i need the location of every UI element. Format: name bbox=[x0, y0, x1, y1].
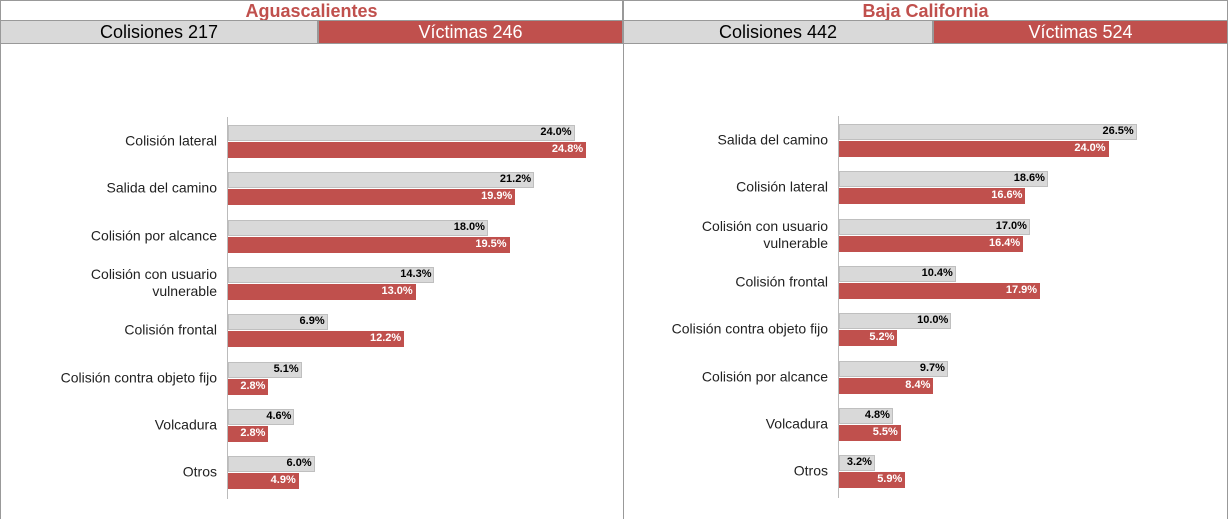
category-label: Colisión frontal bbox=[735, 273, 828, 290]
category-label: Colisión lateral bbox=[736, 178, 828, 195]
bar bbox=[839, 330, 898, 347]
axis-line bbox=[838, 116, 839, 499]
value-label: 2.8% bbox=[240, 379, 266, 392]
legend-cell: Víctimas 524 bbox=[933, 20, 1228, 44]
value-label: 5.1% bbox=[273, 362, 299, 375]
bar bbox=[839, 472, 906, 489]
category-label: Colisión frontal bbox=[124, 321, 217, 338]
bar bbox=[228, 125, 575, 141]
value-label: 12.2% bbox=[369, 332, 402, 345]
value-label: 5.9% bbox=[877, 473, 903, 486]
bar bbox=[228, 314, 328, 331]
category-label: Salida del camino bbox=[106, 179, 217, 196]
value-label: 5.5% bbox=[872, 425, 898, 438]
value-label: 13.0% bbox=[381, 284, 413, 297]
axis-line bbox=[227, 117, 228, 500]
value-label: 14.3% bbox=[400, 267, 432, 280]
bar bbox=[228, 361, 302, 378]
bar bbox=[839, 407, 893, 424]
bar bbox=[228, 425, 269, 442]
value-label: 10.4% bbox=[921, 266, 953, 279]
value-label: 4.6% bbox=[266, 409, 292, 422]
bar bbox=[228, 408, 295, 425]
bar bbox=[228, 456, 315, 473]
bar bbox=[228, 172, 535, 189]
legend-cell: Colisiones 442 bbox=[623, 20, 933, 44]
legend-cell: Colisiones 217 bbox=[0, 20, 318, 44]
bar bbox=[228, 219, 488, 236]
panel-title: Baja California bbox=[623, 0, 1228, 21]
bar bbox=[839, 141, 1109, 157]
category-label: Colisión contra objeto fijo bbox=[60, 369, 217, 385]
panel-border bbox=[0, 43, 623, 519]
bar bbox=[839, 282, 1041, 299]
value-label: 17.0% bbox=[995, 219, 1027, 232]
value-label: 17.9% bbox=[1005, 283, 1038, 296]
bar bbox=[228, 189, 516, 206]
category-label: Colisión lateral bbox=[125, 132, 217, 149]
value-label: 19.9% bbox=[481, 190, 513, 203]
value-label: 26.5% bbox=[1102, 125, 1134, 137]
category-label: Colisión por alcance bbox=[701, 368, 828, 384]
bar bbox=[839, 235, 1024, 252]
value-label: 2.8% bbox=[240, 426, 266, 439]
value-label: 24.8% bbox=[551, 143, 584, 155]
value-label: 6.0% bbox=[286, 457, 312, 470]
bar bbox=[839, 360, 948, 377]
bar bbox=[228, 236, 510, 253]
bar bbox=[839, 377, 934, 394]
category-label: Otros bbox=[793, 462, 828, 479]
bar bbox=[839, 218, 1030, 235]
bar bbox=[228, 473, 299, 490]
value-label: 24.0% bbox=[1074, 142, 1106, 154]
value-label: 19.5% bbox=[475, 237, 507, 250]
category-label: Volcadura bbox=[154, 416, 217, 433]
bar bbox=[839, 171, 1048, 188]
value-label: 18.0% bbox=[453, 220, 485, 233]
value-label: 16.4% bbox=[989, 236, 1021, 249]
value-label: 8.4% bbox=[905, 378, 931, 391]
bar bbox=[839, 188, 1026, 205]
bar bbox=[839, 313, 952, 330]
value-label: 18.6% bbox=[1013, 172, 1045, 185]
value-label: 10.0% bbox=[917, 314, 949, 327]
value-label: 4.8% bbox=[864, 408, 890, 421]
bar bbox=[839, 124, 1137, 140]
value-label: 6.9% bbox=[299, 315, 325, 328]
bar bbox=[839, 424, 901, 441]
category-label: Volcadura bbox=[765, 415, 828, 432]
category-label: Colisión por alcance bbox=[90, 227, 217, 244]
legend-cell: Víctimas 246 bbox=[318, 20, 623, 44]
category-label: Colisión contra objeto fijo bbox=[671, 320, 828, 337]
value-label: 21.2% bbox=[499, 173, 532, 186]
category-label: Colisión con usuario vulnerable bbox=[90, 265, 217, 299]
bar bbox=[228, 331, 405, 348]
bar bbox=[228, 283, 416, 300]
value-label: 3.2% bbox=[846, 456, 872, 469]
bar bbox=[228, 378, 269, 395]
value-label: 16.6% bbox=[991, 189, 1023, 202]
category-label: Colisión con usuario vulnerable bbox=[701, 217, 828, 251]
bar bbox=[228, 142, 587, 158]
value-label: 4.9% bbox=[270, 474, 296, 487]
category-label: Otros bbox=[182, 463, 217, 480]
value-label: 24.0% bbox=[540, 126, 572, 138]
value-label: 9.7% bbox=[919, 361, 945, 374]
panel-title: Aguascalientes bbox=[0, 0, 623, 21]
bar bbox=[839, 455, 875, 472]
value-label: 5.2% bbox=[869, 331, 895, 344]
category-label: Salida del camino bbox=[717, 131, 828, 148]
bar bbox=[839, 265, 956, 282]
bar bbox=[228, 266, 435, 283]
